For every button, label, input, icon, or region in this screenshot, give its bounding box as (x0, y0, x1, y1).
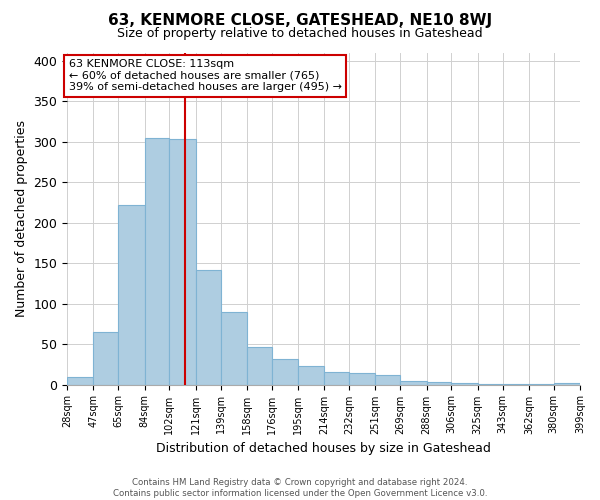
Bar (400, 382, 427, 384)
Bar (554, 383, 580, 384)
Bar (349, 373, 376, 384)
Text: 63 KENMORE CLOSE: 113sqm
← 60% of detached houses are smaller (765)
39% of semi-: 63 KENMORE CLOSE: 113sqm ← 60% of detach… (68, 59, 341, 92)
Text: Contains HM Land Registry data © Crown copyright and database right 2024.
Contai: Contains HM Land Registry data © Crown c… (113, 478, 487, 498)
Bar (427, 382, 451, 384)
Bar (118, 205, 145, 384)
Bar (451, 383, 478, 384)
Bar (376, 375, 400, 384)
Bar (298, 366, 324, 384)
Bar (94, 332, 118, 384)
Text: Size of property relative to detached houses in Gateshead: Size of property relative to detached ho… (117, 28, 483, 40)
Bar (221, 312, 247, 384)
X-axis label: Distribution of detached houses by size in Gateshead: Distribution of detached houses by size … (156, 442, 491, 455)
Bar (169, 139, 196, 384)
Bar (67, 378, 94, 384)
Bar (272, 360, 298, 384)
Bar (324, 372, 349, 384)
Bar (145, 138, 169, 384)
Bar (196, 270, 221, 384)
Bar (247, 348, 272, 385)
Y-axis label: Number of detached properties: Number of detached properties (15, 120, 28, 317)
Text: 63, KENMORE CLOSE, GATESHEAD, NE10 8WJ: 63, KENMORE CLOSE, GATESHEAD, NE10 8WJ (108, 12, 492, 28)
